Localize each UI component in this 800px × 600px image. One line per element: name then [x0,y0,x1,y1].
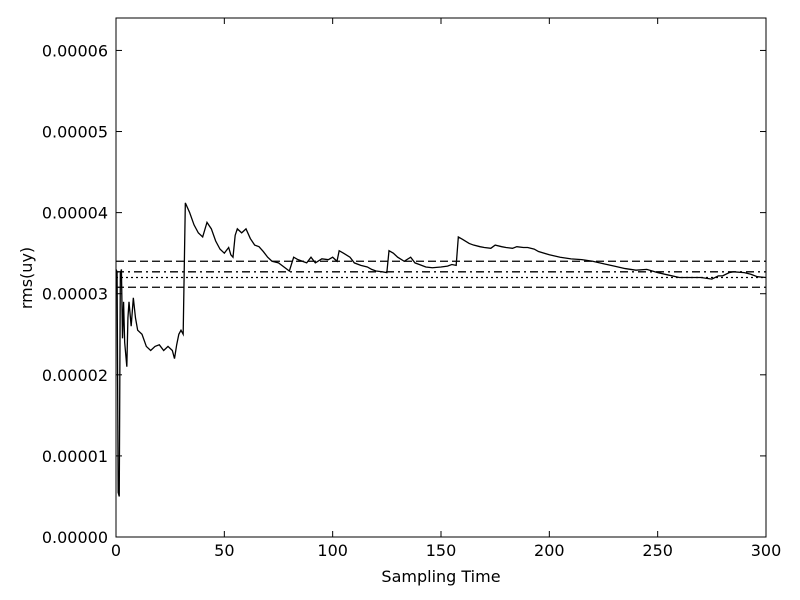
x-axis-label: Sampling Time [381,567,500,586]
series-line-rms [115,202,767,497]
y-tick-label: 0.00005 [42,123,108,142]
series-layer [115,202,767,497]
x-tick-label: 300 [751,541,782,560]
y-tick-label: 0.00006 [42,41,108,60]
x-tick-label: 50 [214,541,234,560]
y-tick-label: 0.00001 [42,447,108,466]
y-axis-label: rms(uy) [17,247,36,309]
x-tick-label: 150 [426,541,457,560]
y-tick-label: 0.00003 [42,285,108,304]
x-tick-label: 0 [111,541,121,560]
y-tick-label: 0.00002 [42,366,108,385]
x-tick-label: 100 [317,541,348,560]
y-tick-label: 0.00000 [42,528,108,547]
y-tick-label: 0.00004 [42,204,108,223]
x-tick-label: 250 [642,541,673,560]
x-tick-label: 200 [534,541,565,560]
ticks-layer: 0 50 100 150 200 250 300 0.00000 0.00001 0.00002 0… [42,18,781,560]
